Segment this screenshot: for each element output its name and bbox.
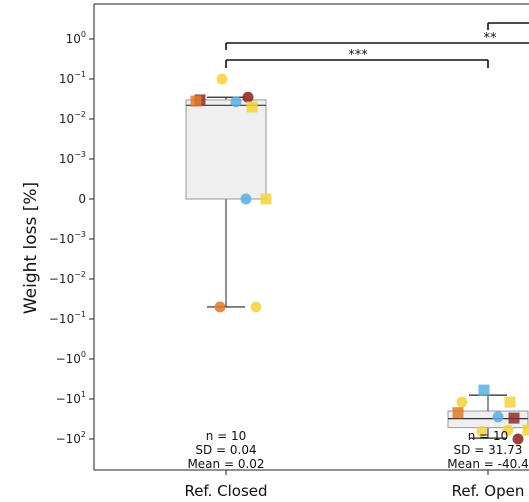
y-tick-label: −10−3 (49, 230, 86, 246)
data-point-circle (476, 426, 488, 438)
data-point-circle (240, 193, 252, 205)
significance-label: *** (348, 48, 368, 63)
data-point-circle (230, 96, 242, 108)
data-point-circle (214, 301, 226, 313)
y-tick-label: 100 (66, 30, 86, 46)
stat-sd: SD = 0.04 (195, 443, 256, 457)
y-tick-label: −10−2 (49, 270, 86, 286)
data-point-square (246, 101, 258, 113)
y-tick-label: −100 (56, 350, 86, 366)
box-iqr (447, 410, 529, 429)
data-point-square (522, 424, 529, 436)
data-point-circle (492, 411, 504, 423)
data-point-square (452, 407, 464, 419)
data-point-circle (512, 433, 524, 445)
x-tick-label: Ref. Open (452, 482, 525, 500)
y-tick-label: 10−2 (59, 110, 86, 126)
data-point-circle (216, 73, 228, 85)
data-point-square (190, 95, 202, 107)
stat-n: n = 10 (468, 429, 509, 443)
significance-label: ** (484, 31, 498, 46)
x-tick-label: Ref. Closed (184, 482, 267, 500)
data-point-circle (242, 91, 254, 103)
significance-group: ***** (225, 22, 529, 68)
y-tick-label: 0 (78, 192, 86, 206)
axes-group: 100 10−1 10−2 10−3 0 −10−3 −10−2 −10−1 −100 −101 −… (49, 3, 529, 500)
y-tick-label: 10−3 (59, 150, 86, 166)
box-group (185, 96, 529, 439)
stat-mean: Mean = 0.02 (187, 457, 264, 471)
box-iqr (185, 99, 267, 200)
y-tick-label: 10−1 (59, 70, 86, 86)
data-point-square (478, 384, 490, 396)
y-tick-label: −101 (56, 390, 86, 406)
y-tick-label: −10−1 (49, 310, 86, 326)
stat-mean: Mean = -40.4 (447, 457, 528, 471)
data-point-circle (502, 424, 514, 436)
stat-sd: SD = 31.73 (454, 443, 523, 457)
stat-n: n = 10 (206, 429, 247, 443)
data-point-circle (250, 301, 262, 313)
data-point-square (260, 193, 272, 205)
data-point-square (508, 412, 520, 424)
data-point-circle (456, 396, 468, 408)
data-point-square (504, 396, 516, 408)
points-group (190, 73, 529, 445)
y-axis-title: Weight loss [%] (21, 182, 41, 314)
y-tick-label: −102 (56, 430, 86, 446)
